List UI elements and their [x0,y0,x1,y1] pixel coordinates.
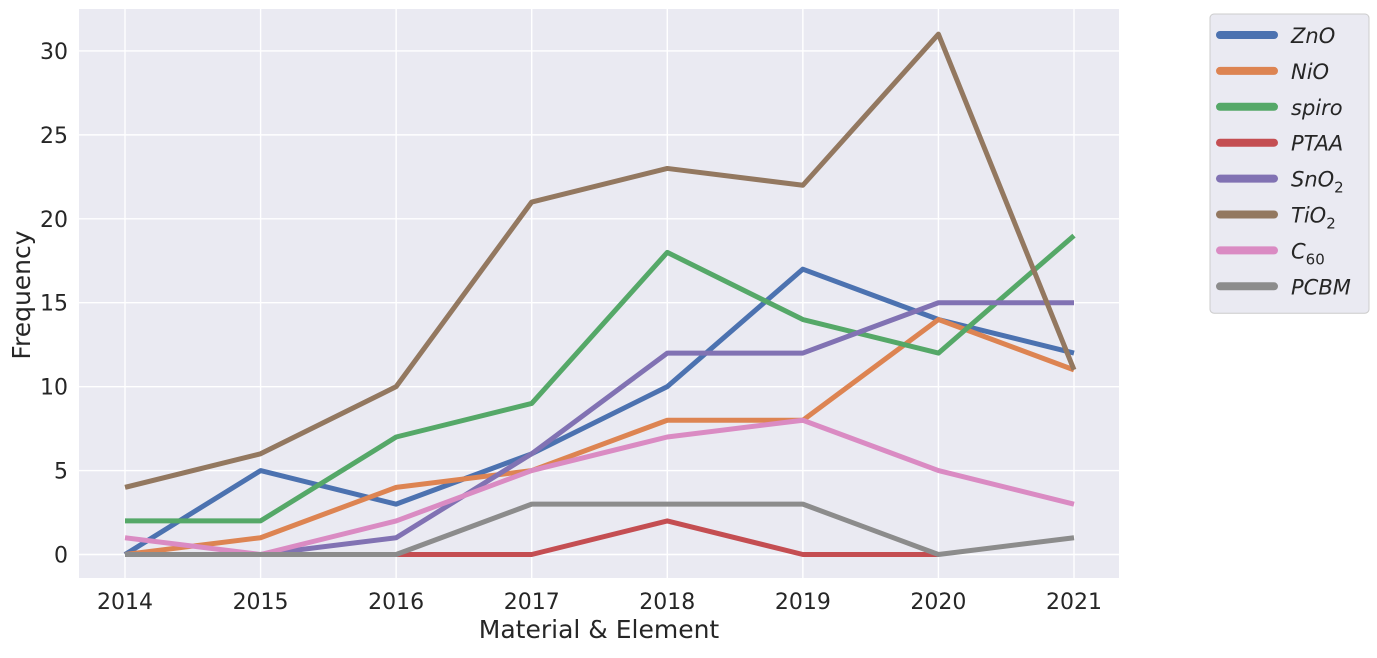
legend-label-nio: NiO [1291,60,1329,84]
y-tick-label: 25 [40,124,68,149]
x-tick-label: 2018 [639,590,695,615]
series-line-pcbm [125,501,1075,557]
x-axis-label: Material & Element [479,615,720,644]
series-lines [123,31,1077,557]
series-line-spiro [125,233,1076,524]
x-tick-label: 2014 [97,590,153,615]
y-tick-label: 30 [40,40,68,65]
series-line-sno2 [125,300,1074,557]
tick-labels: 0 5 10 15 20 25 30 2014 2015 2016 2017 2018 2019 2020… [40,40,1102,615]
legend-label-ptaa: PTAA [1291,132,1343,156]
series-line-nio [124,317,1075,557]
y-tick-label: 15 [40,292,68,317]
series-line-tio2 [124,31,1077,490]
grid-lines [79,9,1119,578]
x-tick-label: 2016 [368,590,424,615]
x-tick-label: 2021 [1046,590,1102,615]
legend-label-zno: ZnO [1290,24,1335,48]
x-tick-label: 2015 [233,590,289,615]
y-tick-label: 5 [54,460,68,485]
y-tick-label: 10 [40,376,68,401]
plot-area-background [79,9,1119,578]
x-tick-label: 2019 [775,590,831,615]
legend-label-pcbm: PCBM [1291,275,1351,299]
y-axis-label: Frequency [7,230,36,359]
legend-label-spiro: spiro [1291,96,1343,120]
x-tick-label: 2017 [504,590,560,615]
y-tick-label: 20 [40,208,68,233]
x-tick-label: 2020 [910,590,966,615]
series-line-c60 [124,417,1075,557]
legend-box [1209,13,1370,314]
y-tick-label: 0 [54,544,68,569]
